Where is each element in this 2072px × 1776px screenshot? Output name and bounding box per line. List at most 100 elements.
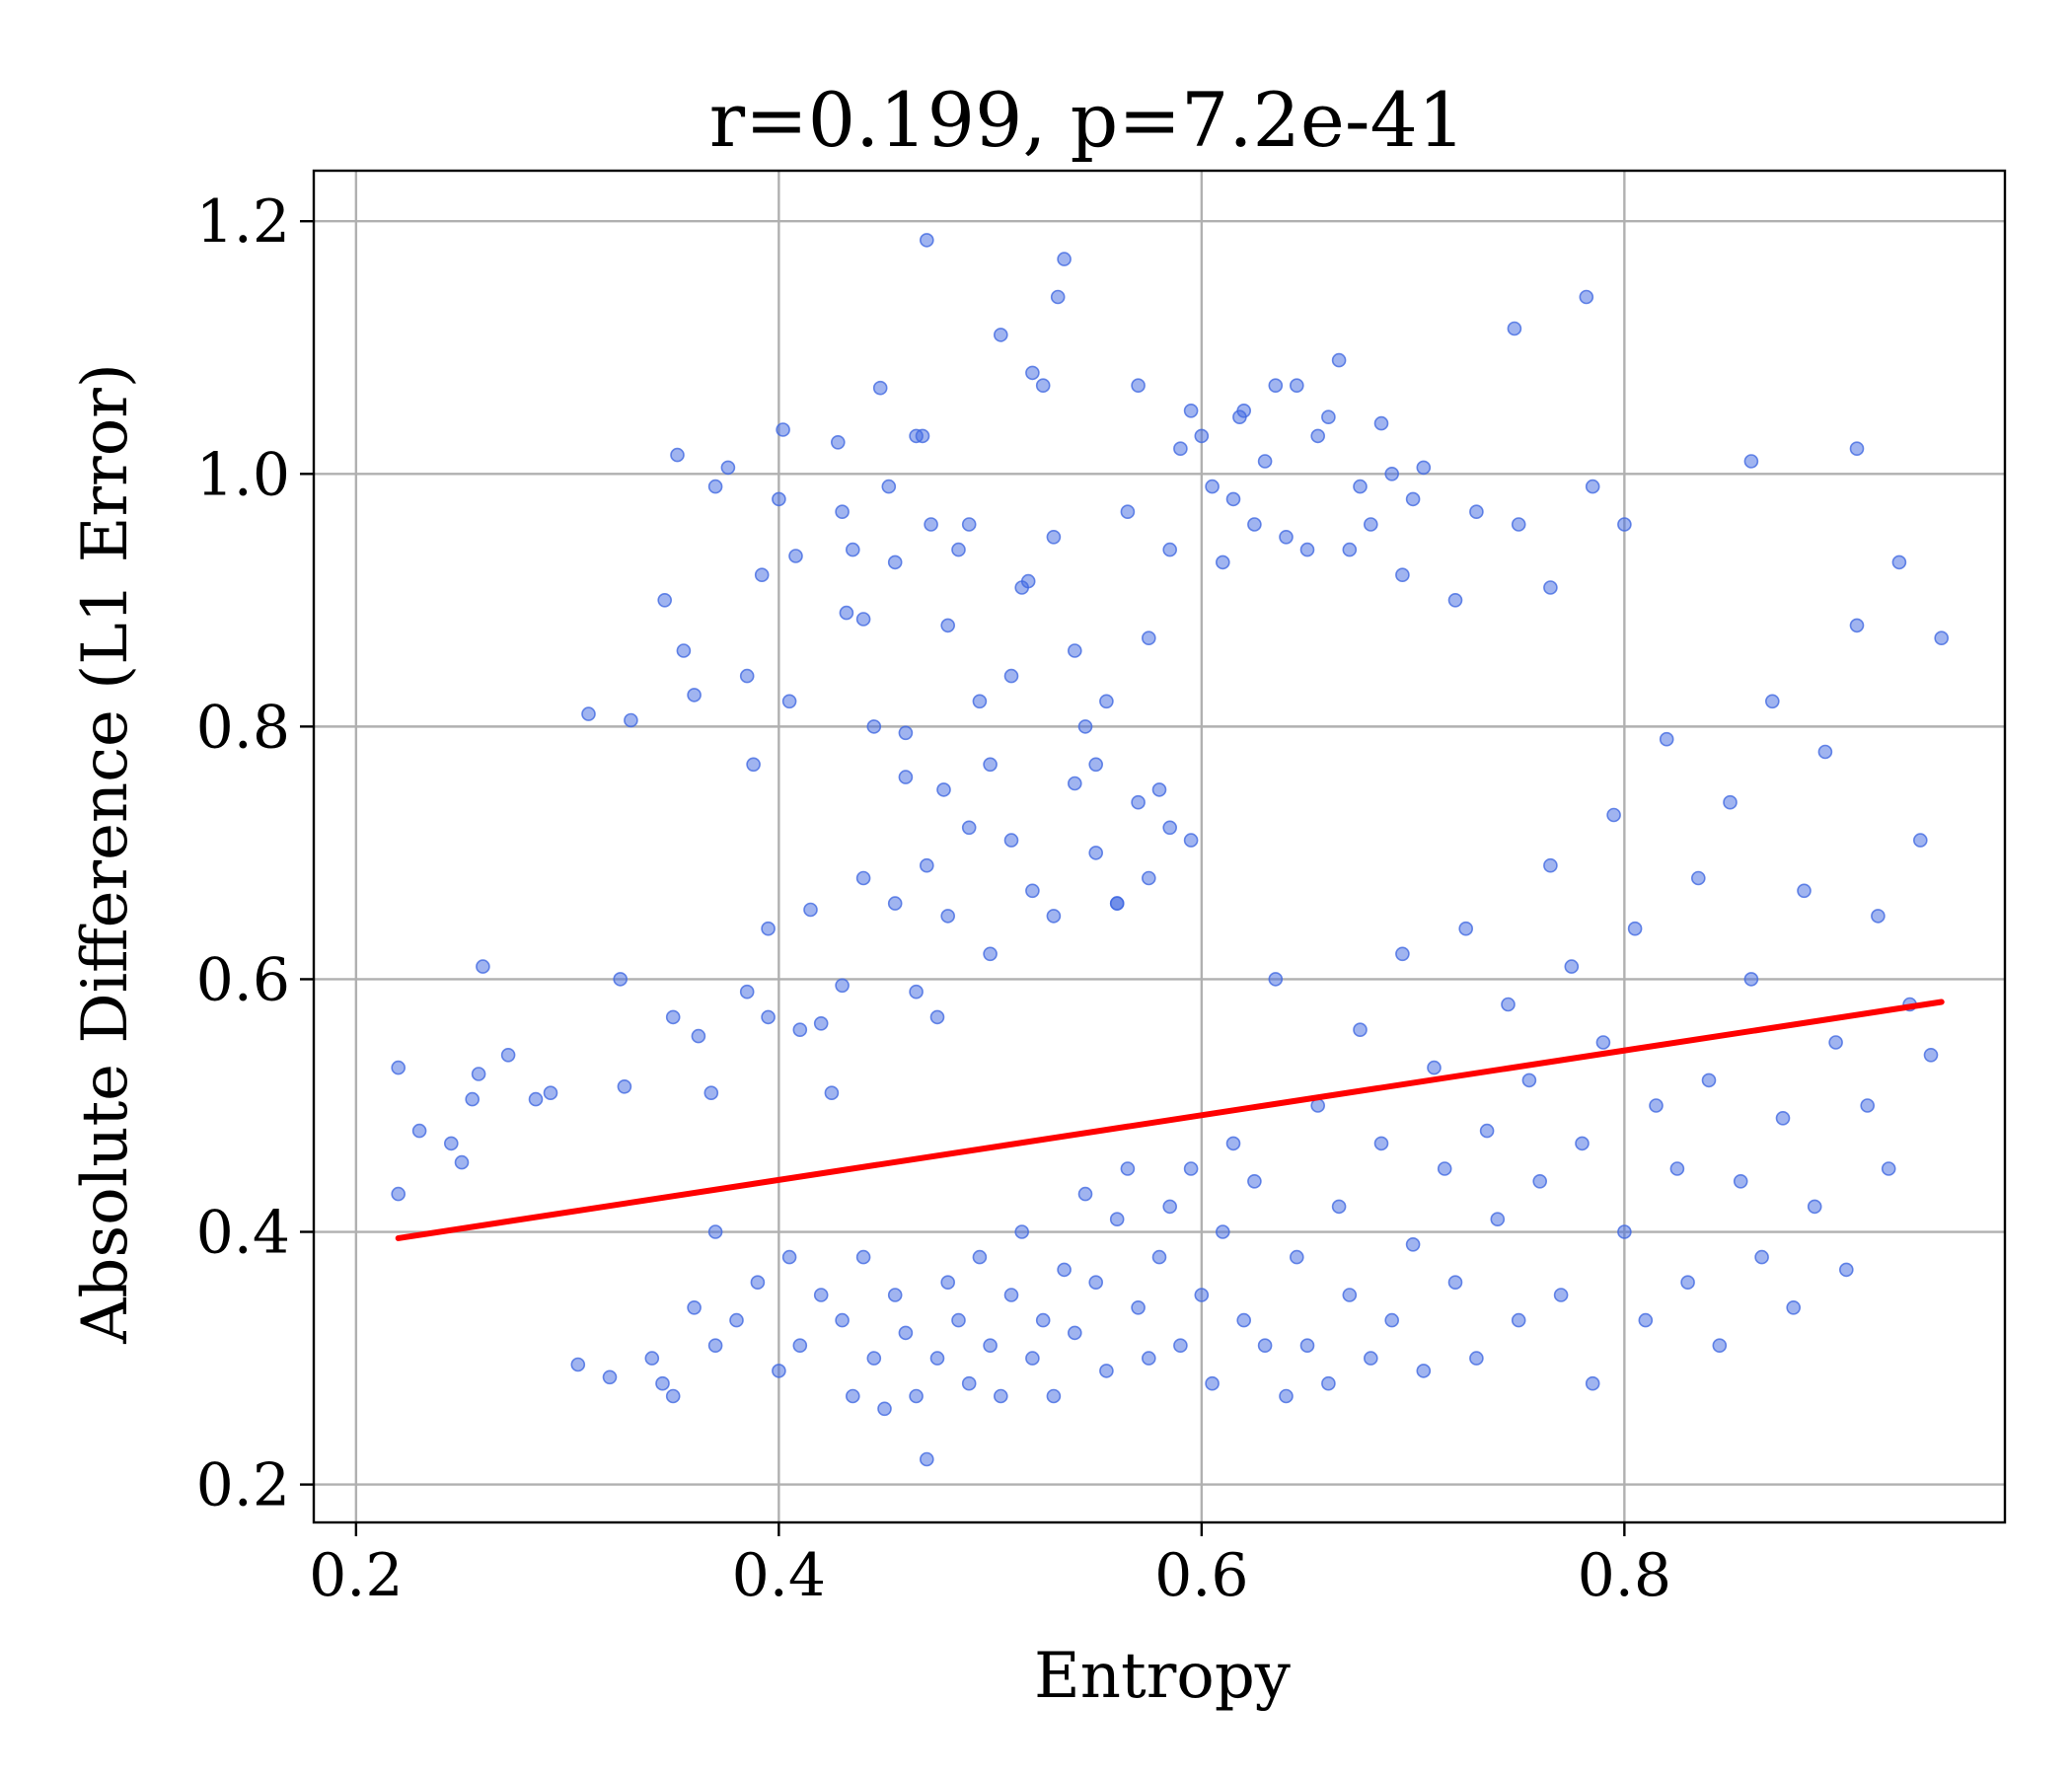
data-point <box>739 668 755 684</box>
data-point <box>1020 573 1036 589</box>
data-point <box>887 896 903 911</box>
data-point <box>1183 833 1199 848</box>
data-point <box>1447 1275 1463 1290</box>
data-point <box>1723 794 1738 810</box>
data-point <box>1057 252 1072 266</box>
data-point <box>1194 428 1210 444</box>
data-point <box>951 1312 966 1328</box>
data-point <box>1353 1022 1368 1037</box>
data-point <box>687 1300 702 1315</box>
data-point <box>613 972 629 987</box>
data-point <box>1247 1174 1262 1189</box>
data-point <box>940 909 956 924</box>
data-point <box>1881 1161 1896 1176</box>
data-point <box>1797 883 1812 899</box>
data-point <box>1236 403 1251 418</box>
data-point <box>602 1369 618 1385</box>
data-point <box>929 1009 945 1025</box>
data-point <box>1817 744 1833 760</box>
y-tick-label: 0.2 <box>196 1451 290 1520</box>
data-point <box>1225 491 1241 507</box>
data-point <box>1585 479 1600 494</box>
data-point <box>707 1338 723 1353</box>
data-point <box>657 592 673 608</box>
data-point <box>1225 1136 1241 1151</box>
data-point <box>1205 479 1220 494</box>
data-point <box>961 517 977 532</box>
data-point <box>391 1060 407 1075</box>
y-tick-label: 0.4 <box>196 1199 290 1268</box>
data-point <box>750 1275 766 1290</box>
data-point <box>919 233 934 248</box>
grid-lines <box>314 171 2005 1522</box>
data-point <box>570 1357 586 1372</box>
data-point <box>788 549 803 563</box>
data-point <box>1828 1035 1843 1050</box>
data-point <box>1427 1060 1442 1075</box>
data-point <box>707 479 723 494</box>
data-point <box>1014 1224 1029 1239</box>
data-point <box>1913 833 1928 848</box>
data-point <box>1384 1312 1399 1328</box>
data-point <box>1142 630 1156 646</box>
y-axis-label: Absolute Difference (L1 Error) <box>69 363 142 1345</box>
data-point <box>1511 1312 1526 1328</box>
data-point <box>1849 441 1865 457</box>
y-tick-label: 1.2 <box>196 187 290 257</box>
x-tick-label: 0.4 <box>732 1541 826 1610</box>
data-point <box>465 1091 481 1107</box>
data-point <box>1416 460 1432 476</box>
data-point <box>1395 946 1410 962</box>
data-point <box>1511 517 1526 532</box>
data-point <box>1507 321 1522 336</box>
data-point <box>754 567 770 583</box>
data-point <box>1050 289 1066 305</box>
data-point <box>1151 782 1167 797</box>
data-point <box>1617 517 1632 532</box>
data-point <box>411 1123 427 1139</box>
data-point <box>1617 1224 1632 1239</box>
data-point <box>1532 1174 1547 1189</box>
data-point <box>1088 846 1103 860</box>
data-point <box>1194 1288 1210 1302</box>
data-point <box>1405 491 1421 507</box>
data-point <box>845 542 860 557</box>
data-point <box>691 1028 706 1044</box>
data-point <box>1373 1136 1389 1151</box>
y-tick-label: 1.0 <box>196 440 290 509</box>
data-point <box>1585 1375 1600 1391</box>
data-point <box>1627 921 1643 936</box>
data-point <box>617 1079 632 1094</box>
data-point <box>909 984 924 999</box>
x-tick-label: 0.6 <box>1154 1541 1248 1610</box>
data-point <box>983 946 998 962</box>
data-point <box>1469 1351 1484 1366</box>
data-point <box>1173 441 1188 457</box>
data-point <box>877 1401 892 1417</box>
data-point <box>1290 1249 1304 1265</box>
data-point <box>1109 1212 1125 1226</box>
data-point <box>1142 1351 1156 1366</box>
data-point <box>1088 757 1103 773</box>
data-point <box>1733 1174 1748 1189</box>
x-axis-label: Entropy <box>1034 1640 1291 1713</box>
data-point <box>1216 555 1230 570</box>
data-point <box>1131 794 1146 810</box>
data-point <box>1364 517 1378 532</box>
data-point <box>855 612 871 627</box>
data-point <box>993 328 1008 342</box>
data-point <box>1501 997 1516 1012</box>
data-point <box>915 428 930 444</box>
data-point <box>1342 1288 1358 1302</box>
data-point <box>1142 870 1156 886</box>
data-point <box>792 1022 808 1037</box>
data-point <box>1257 454 1273 469</box>
data-point <box>1268 378 1284 394</box>
data-point <box>1068 643 1082 658</box>
data-point <box>972 1249 988 1265</box>
data-point <box>1849 618 1865 633</box>
data-point <box>898 725 914 741</box>
data-point <box>1162 820 1177 836</box>
data-point <box>1120 504 1136 520</box>
data-point <box>1395 567 1410 583</box>
